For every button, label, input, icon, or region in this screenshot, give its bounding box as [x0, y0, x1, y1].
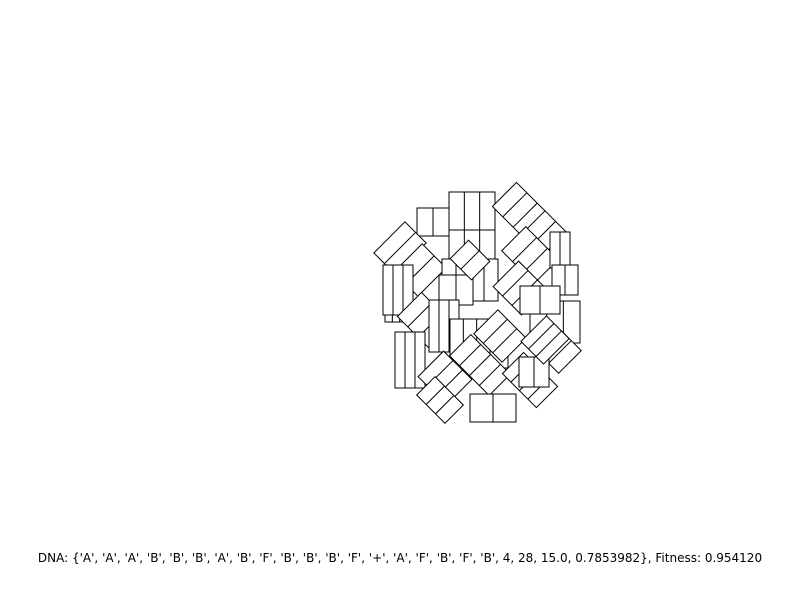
tile-shape [520, 315, 570, 365]
tile-shape [519, 285, 561, 315]
tile-shape [501, 226, 559, 284]
dna-fitness-caption: DNA: {'A', 'A', 'A', 'B', 'B', 'B', 'A',… [37, 551, 763, 565]
tile-shape [518, 356, 550, 388]
tile-shape [549, 231, 571, 269]
tile-shape [373, 221, 427, 275]
tile-shape [415, 375, 465, 425]
tile-shape [448, 333, 512, 397]
tile-shape [448, 191, 496, 233]
tile-shape [416, 207, 450, 237]
tile-shape [449, 239, 491, 281]
tile-shape [469, 393, 517, 423]
tile-shape [473, 309, 527, 363]
